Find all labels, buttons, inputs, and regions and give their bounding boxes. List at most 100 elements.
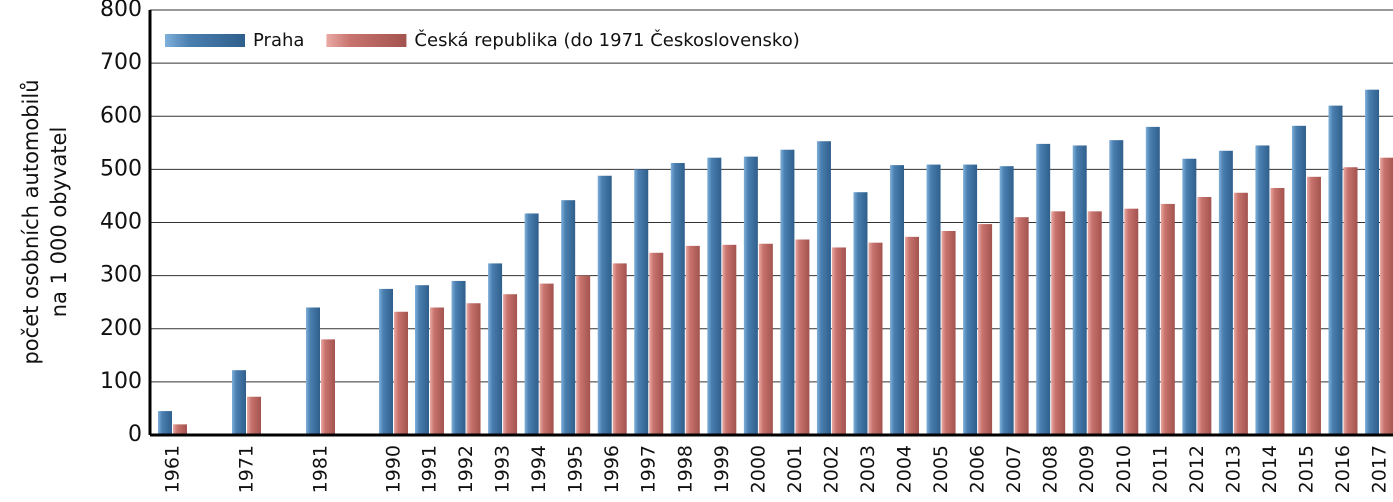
bar — [524, 213, 539, 435]
y-tick-label: 300 — [100, 263, 142, 288]
bar — [173, 424, 187, 435]
x-tick-label: 1990 — [383, 445, 405, 493]
y-tick-label: 100 — [100, 369, 142, 394]
bar — [853, 192, 868, 435]
x-tick-label: 2011 — [1149, 445, 1171, 493]
bar — [1255, 145, 1270, 435]
bar — [685, 245, 700, 435]
x-tick-label: 2015 — [1295, 445, 1317, 493]
bar — [415, 285, 429, 435]
x-tick-label: 1993 — [492, 445, 514, 493]
bar — [1036, 143, 1051, 435]
bar — [1365, 89, 1380, 435]
x-tick-label: 2010 — [1113, 445, 1135, 493]
bar — [394, 311, 408, 435]
bar — [247, 396, 261, 435]
x-tick-label: 2006 — [967, 445, 989, 493]
y-tick-label: 800 — [100, 0, 142, 22]
bar — [816, 141, 831, 435]
bar — [707, 157, 722, 435]
y-tick-label: 200 — [100, 316, 142, 341]
bar — [670, 163, 685, 435]
bar — [1328, 105, 1343, 435]
bar — [1343, 167, 1358, 435]
y-tick-label: 0 — [128, 422, 142, 447]
x-tick-label: 2014 — [1259, 445, 1281, 493]
bar — [1182, 158, 1197, 435]
bar — [1233, 192, 1248, 435]
bar — [926, 164, 941, 435]
x-tick-label: 2004 — [894, 445, 916, 493]
x-tick-label: 2012 — [1186, 445, 1208, 493]
bar — [780, 149, 795, 435]
x-tick-label: 2003 — [857, 445, 879, 493]
bar — [539, 283, 554, 435]
x-tick-label: 1999 — [711, 445, 733, 493]
bar — [1072, 145, 1087, 435]
bar — [1160, 203, 1175, 435]
bar — [941, 231, 956, 435]
bar — [612, 263, 627, 435]
x-tick-label: 1998 — [674, 445, 696, 493]
bar — [963, 164, 978, 435]
y-tick-label: 400 — [100, 210, 142, 235]
x-tick-label: 1991 — [419, 445, 441, 493]
bar — [890, 165, 905, 435]
bar — [722, 244, 737, 435]
y-tick-label: 500 — [100, 156, 142, 181]
x-tick-label: 2000 — [747, 445, 769, 493]
bar — [1014, 217, 1029, 435]
y-tick-label: 600 — [100, 103, 142, 128]
y-axis-label: na 1 000 obyvatel — [47, 127, 71, 318]
bar — [488, 263, 503, 435]
bar — [1291, 125, 1306, 435]
x-tick-label: 2008 — [1040, 445, 1062, 493]
x-tick-label: 1981 — [310, 445, 332, 493]
legend-swatch — [165, 34, 245, 47]
bar — [1306, 176, 1321, 435]
x-tick-label: 1997 — [638, 445, 660, 493]
legend-label: Česká republika (do 1971 Československo) — [414, 29, 799, 51]
x-tick-label: 1994 — [528, 445, 550, 493]
x-tick-label: 2009 — [1076, 445, 1098, 493]
bar — [743, 156, 758, 435]
x-tick-label: 2002 — [820, 445, 842, 493]
x-tick-label: 2016 — [1332, 445, 1354, 493]
bar — [430, 307, 444, 435]
bar — [451, 280, 466, 435]
bar — [978, 224, 993, 435]
bar — [1145, 126, 1160, 435]
bar — [1051, 211, 1066, 435]
legend-label: Praha — [253, 30, 304, 51]
bar — [1218, 150, 1233, 435]
y-axis-label: počet osobních automobilů — [19, 79, 43, 364]
bar — [868, 242, 883, 435]
x-tick-label: 1996 — [601, 445, 623, 493]
x-tick-label: 2013 — [1222, 445, 1244, 493]
bar — [649, 252, 664, 435]
bar — [1270, 187, 1285, 435]
x-tick-label: 1961 — [162, 445, 184, 493]
bar — [1197, 197, 1212, 435]
bar — [1087, 211, 1102, 435]
x-tick-label: 1971 — [236, 445, 258, 493]
y-tick-label: 700 — [100, 50, 142, 75]
bar — [831, 247, 846, 435]
bar — [561, 200, 576, 435]
x-tick-label: 1992 — [455, 445, 477, 493]
bar — [321, 339, 335, 435]
x-tick-label: 2007 — [1003, 445, 1025, 493]
bar — [597, 175, 612, 435]
x-tick-label: 2017 — [1369, 445, 1391, 493]
bar — [999, 166, 1014, 435]
bar — [795, 239, 810, 435]
bar — [466, 303, 481, 435]
x-tick-label: 1995 — [565, 445, 587, 493]
bar — [576, 275, 591, 435]
bar — [1109, 140, 1124, 435]
bar — [634, 169, 649, 435]
x-tick-label: 2005 — [930, 445, 952, 493]
bar — [905, 236, 920, 435]
bar — [1124, 208, 1139, 435]
legend-swatch — [326, 34, 407, 47]
